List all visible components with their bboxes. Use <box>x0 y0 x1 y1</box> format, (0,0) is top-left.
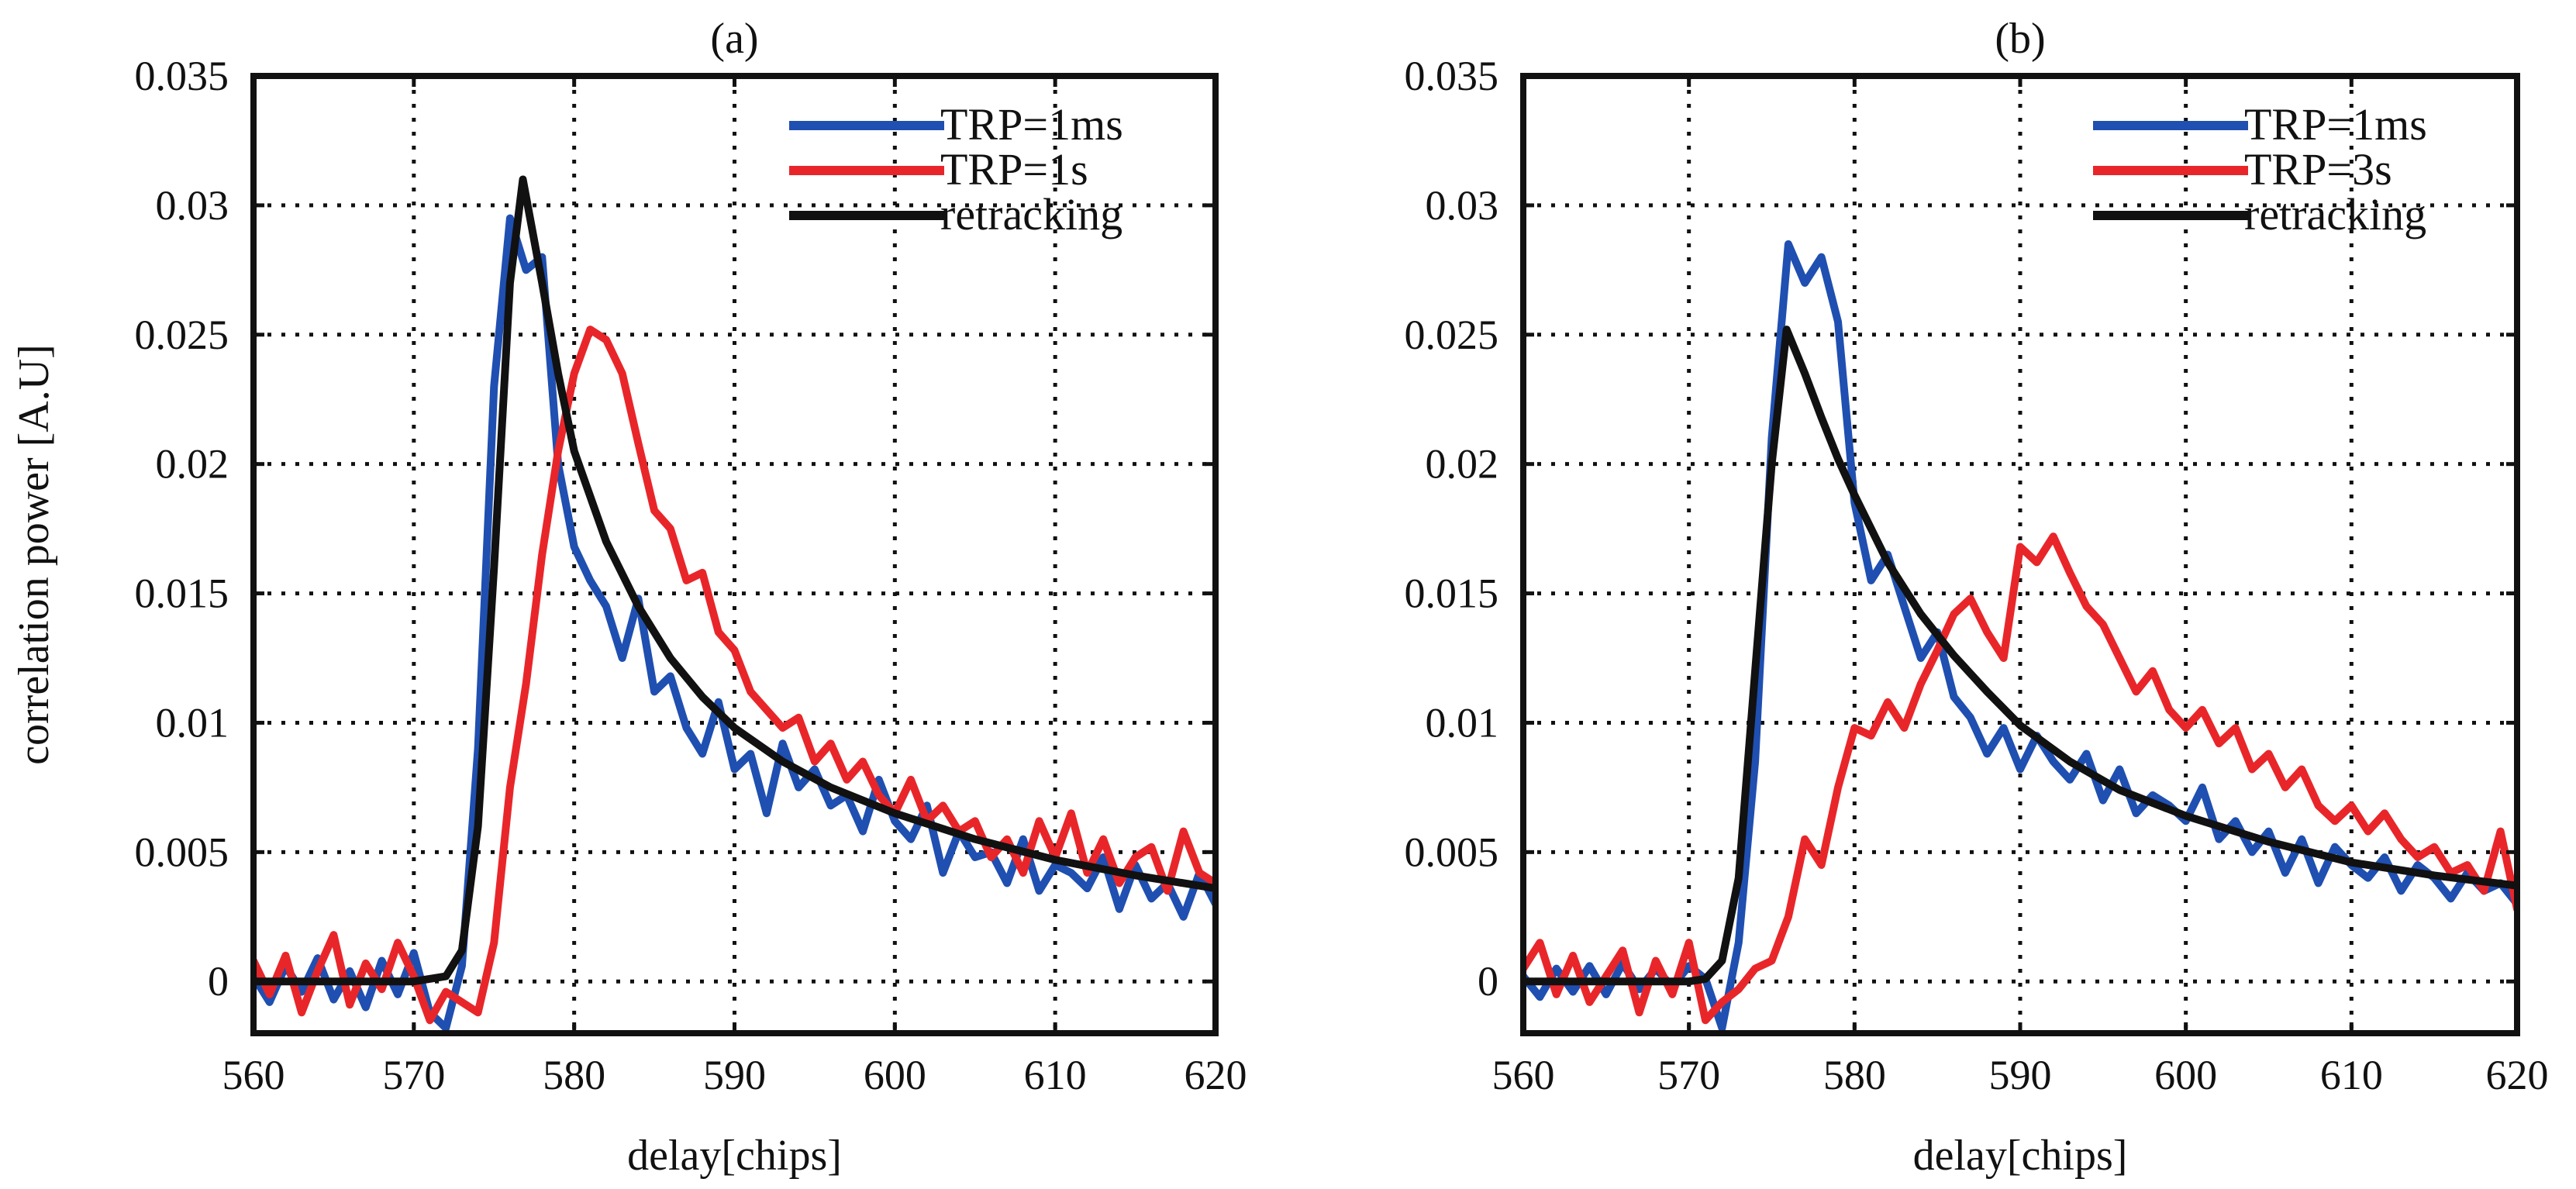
y-tick-label: 0.035 <box>135 53 229 99</box>
x-tick-label: 610 <box>1024 1052 1087 1098</box>
x-tick-label: 610 <box>2320 1052 2383 1098</box>
x-tick-label: 570 <box>382 1052 445 1098</box>
x-tick-label: 620 <box>1185 1052 1247 1098</box>
panel-b: 560 570 580 590 600 610 620 0 0.005 0.01 0.015 0.02… <box>1405 15 2549 1180</box>
chart-title: (a) <box>710 15 758 63</box>
x-tick-label: 600 <box>864 1052 926 1098</box>
y-tick-label: 0.01 <box>1426 699 1499 746</box>
x-tick-label: 580 <box>1823 1052 1886 1098</box>
y-tick-label: 0.005 <box>1405 829 1499 875</box>
y-tick-label: 0.03 <box>156 182 229 229</box>
x-tick-label: 590 <box>703 1052 766 1098</box>
x-tick-label: 570 <box>1657 1052 1720 1098</box>
x-tick-label: 590 <box>1989 1052 2052 1098</box>
y-tick-label: 0.025 <box>1405 312 1499 358</box>
legend-label: retracking <box>2244 189 2426 240</box>
y-axis-label: correlation power [A.U] <box>10 344 58 765</box>
legend-label: TRP=3s <box>2244 144 2392 195</box>
legend-label: retracking <box>940 189 1122 240</box>
legend-label: TRP=1ms <box>940 99 1123 150</box>
x-axis-label: delay[chips] <box>1913 1132 2128 1180</box>
panel-a: 560 570 580 590 600 610 620 0 0.005 0.01 0.015 0.02… <box>10 15 1247 1180</box>
y-tick-label: 0.01 <box>156 699 229 746</box>
y-tick-label: 0.02 <box>156 441 229 488</box>
y-tick-label: 0.015 <box>135 570 229 617</box>
y-tick-label: 0.025 <box>135 312 229 358</box>
x-tick-label: 560 <box>222 1052 285 1098</box>
y-tick-label: 0.03 <box>1426 182 1499 229</box>
y-tick-label: 0 <box>1478 958 1498 1005</box>
series-line-trp-3s <box>1523 532 2517 1025</box>
x-axis-label: delay[chips] <box>627 1132 842 1180</box>
y-tick-label: 0.005 <box>135 829 229 875</box>
x-tick-label: 580 <box>543 1052 605 1098</box>
series-line-trp-1ms <box>253 214 1216 1032</box>
y-tick-label: 0.015 <box>1405 570 1499 617</box>
x-tick-label: 560 <box>1492 1052 1555 1098</box>
series-line-retracking <box>253 175 1216 986</box>
legend-label: TRP=1ms <box>2244 99 2427 150</box>
chart-title: (b) <box>1995 15 2045 63</box>
y-tick-label: 0.035 <box>1405 53 1499 99</box>
x-tick-label: 600 <box>2154 1052 2217 1098</box>
series-line-retracking <box>1523 326 2517 986</box>
y-tick-label: 0 <box>208 958 229 1005</box>
legend-label: TRP=1s <box>940 144 1088 195</box>
x-tick-label: 620 <box>2486 1052 2549 1098</box>
y-tick-label: 0.02 <box>1426 441 1499 488</box>
